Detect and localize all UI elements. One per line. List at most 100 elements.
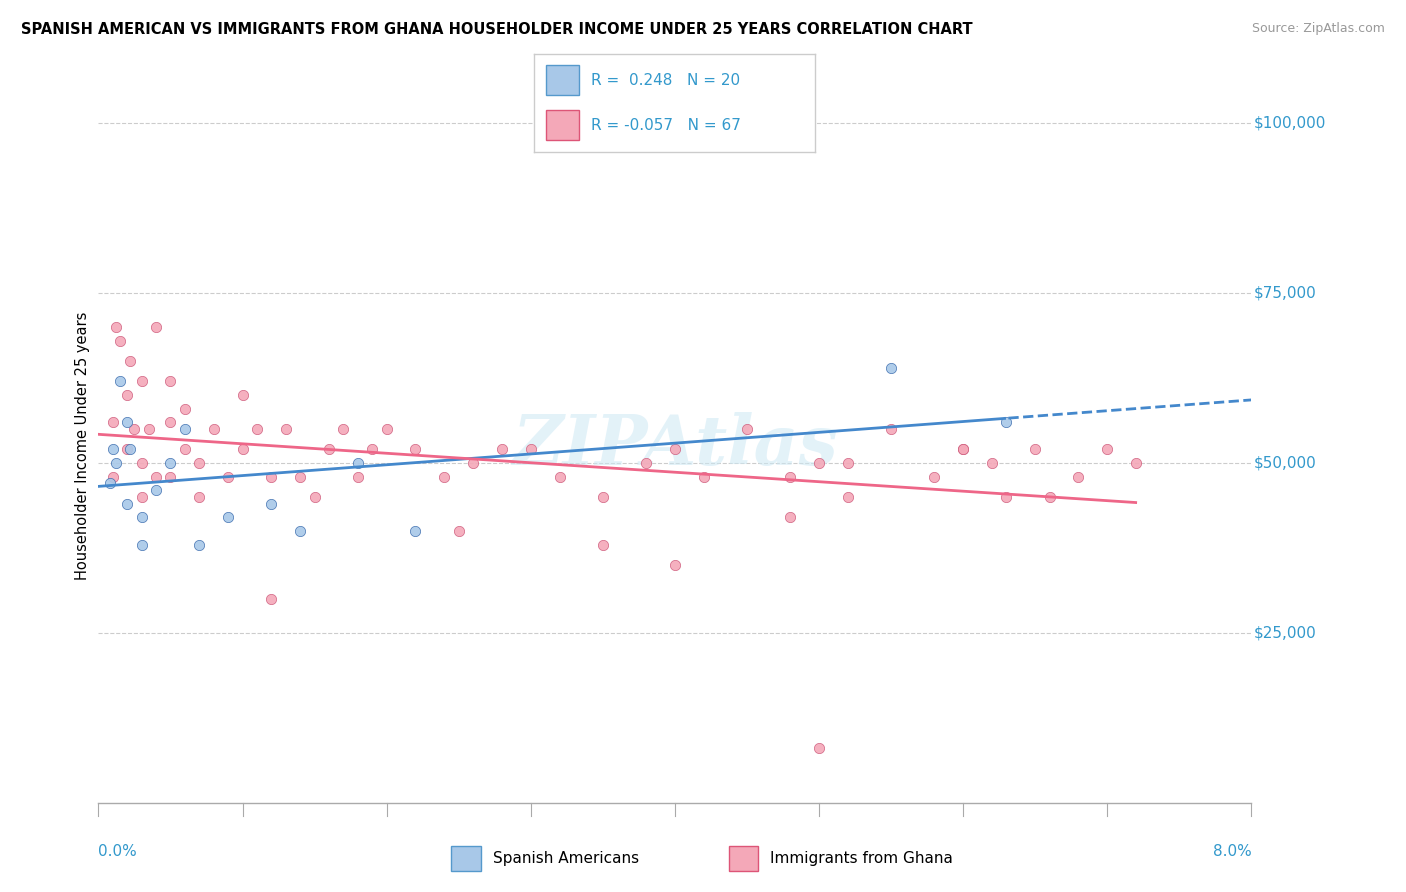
- Point: [995, 415, 1018, 429]
- Point: [447, 524, 470, 538]
- Point: [274, 422, 297, 436]
- Point: [808, 741, 831, 756]
- Text: $25,000: $25,000: [1254, 625, 1316, 640]
- Text: SPANISH AMERICAN VS IMMIGRANTS FROM GHANA HOUSEHOLDER INCOME UNDER 25 YEARS CORR: SPANISH AMERICAN VS IMMIGRANTS FROM GHAN…: [21, 22, 973, 37]
- Point: [837, 490, 859, 504]
- Point: [260, 497, 283, 511]
- Point: [995, 490, 1018, 504]
- Point: [117, 388, 139, 402]
- Point: [952, 442, 974, 457]
- Point: [188, 490, 211, 504]
- Text: R = -0.057   N = 67: R = -0.057 N = 67: [591, 118, 741, 133]
- Point: [202, 422, 225, 436]
- Point: [924, 469, 946, 483]
- Point: [837, 456, 859, 470]
- Point: [636, 456, 658, 470]
- Text: ZIPAtlas: ZIPAtlas: [512, 412, 838, 480]
- Point: [375, 422, 398, 436]
- Bar: [546, 111, 579, 140]
- Point: [108, 334, 131, 348]
- Text: $50,000: $50,000: [1254, 456, 1316, 470]
- Point: [880, 422, 903, 436]
- Point: [101, 442, 124, 457]
- Point: [1097, 442, 1119, 457]
- Text: 8.0%: 8.0%: [1212, 844, 1251, 859]
- Point: [952, 442, 974, 457]
- Point: [433, 469, 456, 483]
- Point: [124, 422, 146, 436]
- Point: [461, 456, 484, 470]
- Point: [246, 422, 269, 436]
- Point: [304, 490, 326, 504]
- Point: [159, 415, 181, 429]
- Point: [117, 497, 139, 511]
- Point: [735, 422, 758, 436]
- Point: [1024, 442, 1046, 457]
- Point: [108, 375, 131, 389]
- Point: [174, 442, 197, 457]
- Point: [120, 442, 142, 457]
- Point: [231, 442, 254, 457]
- Point: [1125, 456, 1147, 470]
- Point: [548, 469, 571, 483]
- Point: [520, 442, 543, 457]
- Bar: [451, 847, 481, 871]
- Point: [131, 510, 153, 524]
- Point: [808, 456, 831, 470]
- Point: [231, 388, 254, 402]
- Point: [981, 456, 1004, 470]
- Point: [318, 442, 340, 457]
- Point: [145, 483, 167, 498]
- Point: [101, 469, 124, 483]
- Point: [346, 469, 368, 483]
- Point: [131, 537, 153, 551]
- Point: [664, 442, 686, 457]
- Point: [117, 442, 139, 457]
- Point: [131, 456, 153, 470]
- Point: [174, 401, 197, 416]
- Bar: [728, 847, 758, 871]
- Point: [405, 524, 427, 538]
- Point: [1067, 469, 1090, 483]
- Point: [131, 375, 153, 389]
- Text: $75,000: $75,000: [1254, 285, 1316, 301]
- Point: [159, 469, 181, 483]
- Point: [1038, 490, 1062, 504]
- Point: [290, 524, 312, 538]
- Point: [361, 442, 384, 457]
- Point: [174, 422, 197, 436]
- Point: [217, 469, 239, 483]
- Point: [98, 476, 121, 491]
- Text: 0.0%: 0.0%: [98, 844, 138, 859]
- Point: [693, 469, 716, 483]
- Point: [159, 456, 181, 470]
- Point: [260, 591, 283, 606]
- Point: [290, 469, 312, 483]
- Point: [592, 537, 614, 551]
- Bar: [546, 65, 579, 95]
- Point: [664, 558, 686, 572]
- Point: [117, 415, 139, 429]
- Point: [120, 354, 142, 368]
- Point: [131, 490, 153, 504]
- Point: [260, 469, 283, 483]
- Text: Spanish Americans: Spanish Americans: [492, 851, 638, 866]
- Point: [491, 442, 513, 457]
- Point: [145, 469, 167, 483]
- Point: [104, 456, 127, 470]
- Point: [188, 537, 211, 551]
- Point: [188, 456, 211, 470]
- Point: [159, 375, 181, 389]
- Text: Source: ZipAtlas.com: Source: ZipAtlas.com: [1251, 22, 1385, 36]
- Point: [332, 422, 354, 436]
- Point: [101, 415, 124, 429]
- Point: [145, 320, 167, 334]
- Text: Immigrants from Ghana: Immigrants from Ghana: [770, 851, 953, 866]
- Point: [592, 490, 614, 504]
- Point: [405, 442, 427, 457]
- Point: [779, 469, 801, 483]
- Point: [104, 320, 127, 334]
- Point: [880, 360, 903, 375]
- Point: [138, 422, 160, 436]
- Text: R =  0.248   N = 20: R = 0.248 N = 20: [591, 72, 740, 87]
